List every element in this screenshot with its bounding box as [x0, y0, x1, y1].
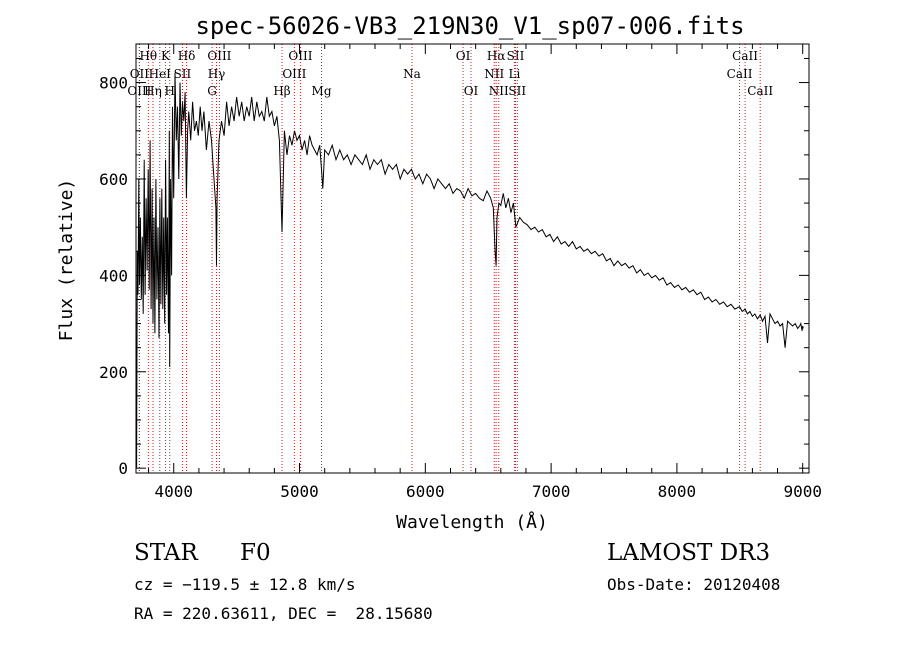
y-tick-label-1: 200: [99, 363, 128, 382]
line-label-0: Hθ: [139, 49, 157, 63]
line-label-24: SII: [508, 84, 526, 98]
line-label-21: NII: [489, 84, 509, 98]
x-axis-label: Wavelength (Å): [396, 511, 548, 533]
survey-name: LAMOST DR3: [607, 540, 771, 566]
line-label-9: OIII: [207, 49, 231, 63]
line-label-10: Hγ: [208, 67, 226, 81]
line-label-13: OIII: [288, 49, 312, 63]
line-label-15: Mg: [312, 84, 332, 98]
x-tick-label-3: 7000: [532, 482, 571, 501]
line-label-5: Hη: [144, 84, 162, 98]
x-tick-label-2: 6000: [406, 482, 445, 501]
line-label-27: CaII: [747, 84, 773, 98]
plot-frame: [135, 43, 810, 474]
redshift-velocity: cz = −119.5 ± 12.8 km/s: [134, 575, 356, 594]
line-label-7: H: [164, 84, 174, 98]
spectrum-line: [135, 72, 804, 469]
y-tick-label-2: 400: [99, 266, 128, 285]
line-label-16: Na: [403, 67, 421, 81]
x-tick-label-5: 9000: [783, 482, 822, 501]
coordinates: RA = 220.63611, DEC = 28.15680: [134, 604, 433, 623]
line-label-3: K: [161, 49, 171, 63]
line-label-17: OI: [456, 49, 471, 63]
line-label-19: Hα: [487, 49, 506, 63]
line-label-22: SII: [507, 49, 525, 63]
line-label-25: CaII: [732, 49, 758, 63]
line-label-11: G: [207, 84, 217, 98]
x-tick-label-1: 5000: [280, 482, 319, 501]
object-subclass: F0: [240, 540, 271, 566]
chart-title: spec-56026-VB3_219N30_V1_sp07-006.fits: [195, 12, 744, 40]
x-tick-label-0: 4000: [154, 482, 193, 501]
line-label-6: SII: [174, 67, 192, 81]
axis-ticks-layer: 4000 5000 6000 7000 8000 9000 0 200 400 600 800: [99, 44, 822, 501]
line-label-20: NII: [484, 67, 504, 81]
observation-date: Obs-Date: 20120408: [607, 575, 781, 594]
x-tick-label-4: 8000: [658, 482, 697, 501]
line-label-8: Hδ: [178, 49, 196, 63]
line-label-2: OIII: [127, 84, 151, 98]
line-label-23: Li: [508, 67, 520, 81]
line-label-4: HeI: [149, 67, 172, 81]
object-class: STAR: [134, 540, 198, 566]
line-label-18: OI: [464, 84, 479, 98]
line-label-12: Hβ: [273, 84, 290, 98]
y-axis-label: Flux (relative): [56, 179, 77, 342]
line-label-14: OIII: [282, 67, 306, 81]
y-tick-label-3: 600: [99, 170, 128, 189]
y-tick-label-0: 0: [118, 459, 128, 478]
line-label-26: CaII: [727, 67, 753, 81]
y-tick-label-4: 800: [99, 74, 128, 93]
